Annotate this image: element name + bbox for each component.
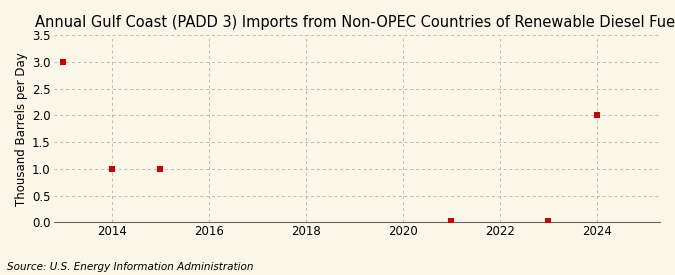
Text: Source: U.S. Energy Information Administration: Source: U.S. Energy Information Administ… [7,262,253,272]
Point [591,113,602,118]
Y-axis label: Thousand Barrels per Day: Thousand Barrels per Day [15,52,28,206]
Point [155,167,165,171]
Point [58,60,69,64]
Point [543,219,554,223]
Point [107,167,117,171]
Title: Annual Gulf Coast (PADD 3) Imports from Non-OPEC Countries of Renewable Diesel F: Annual Gulf Coast (PADD 3) Imports from … [34,15,675,30]
Point [446,219,457,223]
